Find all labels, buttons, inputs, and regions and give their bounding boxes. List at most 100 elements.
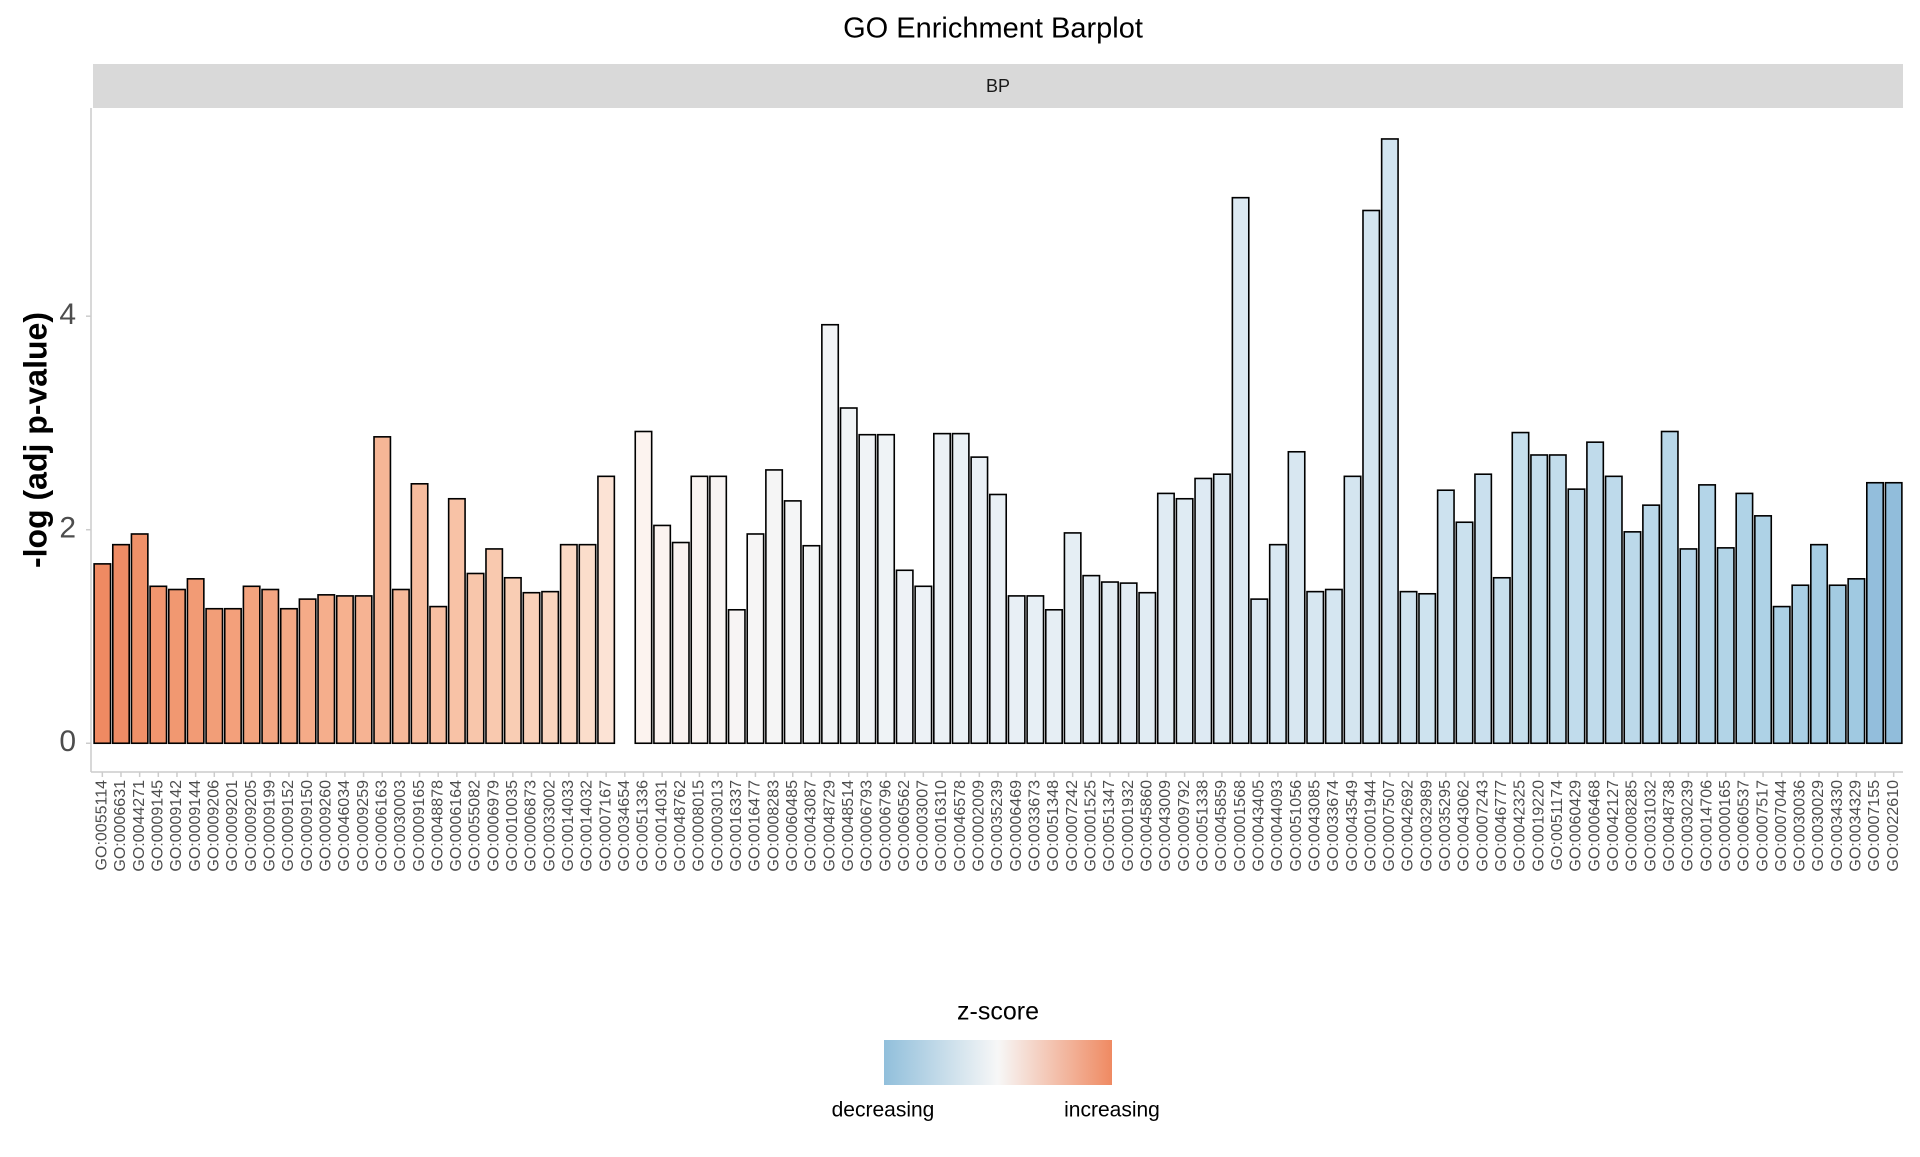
- x-tick-label: GO:0033673: [1027, 780, 1044, 872]
- x-tick-label: GO:0051347: [1101, 780, 1118, 872]
- y-tick-label: 2: [59, 512, 76, 545]
- bar: [1530, 454, 1549, 745]
- bar: [951, 432, 970, 745]
- bar: [783, 500, 802, 745]
- x-tick-label: GO:0030239: [1680, 780, 1697, 872]
- bar: [1175, 497, 1194, 745]
- x-tick-label: GO:0009152: [280, 780, 297, 872]
- bar: [709, 475, 728, 745]
- bar: [1716, 547, 1735, 745]
- x-tick-label: GO:0002009: [971, 780, 988, 872]
- x-tick-label: GO:0008015: [691, 780, 708, 872]
- bar: [261, 588, 280, 745]
- x-tick-label: GO:0014032: [579, 780, 596, 872]
- x-tick-label: GO:0033674: [1325, 780, 1342, 872]
- x-tick-label: GO:0008285: [1624, 780, 1641, 872]
- x-tick-label: GO:0042127: [1605, 780, 1622, 872]
- x-tick-label: GO:0046578: [952, 780, 969, 872]
- bar: [429, 605, 448, 745]
- bar: [1044, 608, 1063, 745]
- x-tick-label: GO:0001568: [1232, 780, 1249, 872]
- x-tick-label: GO:0009142: [168, 780, 185, 872]
- x-tick-label: GO:0051174: [1549, 780, 1566, 871]
- x-tick-label: GO:0051338: [1194, 780, 1211, 872]
- bar: [279, 607, 298, 745]
- x-tick-label: GO:0044271: [131, 780, 148, 872]
- legend-gradient: [884, 1040, 1112, 1085]
- x-tick-label: GO:0060429: [1568, 780, 1585, 872]
- x-tick-label: GO:0009165: [411, 780, 428, 872]
- x-tick-label: GO:0022610: [1885, 780, 1902, 872]
- x-tick-label: GO:0009260: [317, 780, 334, 872]
- x-tick-label: GO:0055082: [467, 780, 484, 872]
- x-tick-label: GO:0019220: [1530, 780, 1547, 872]
- x-tick-label: GO:0033002: [541, 780, 558, 872]
- facet-label: BP: [986, 76, 1010, 96]
- bar: [447, 497, 466, 745]
- bar: [1287, 450, 1306, 745]
- bar: [1548, 454, 1567, 745]
- bar: [690, 475, 709, 745]
- bar: [1418, 592, 1437, 745]
- bar: [1754, 515, 1773, 745]
- bar: [1082, 574, 1101, 745]
- bar: [354, 595, 373, 745]
- x-tick-label: GO:0045860: [1138, 780, 1155, 872]
- bar: [1642, 504, 1661, 745]
- x-tick-label: GO:0043009: [1157, 780, 1174, 872]
- x-tick-label: GO:0042692: [1400, 780, 1417, 872]
- x-tick-label: GO:0060537: [1736, 780, 1753, 872]
- bar: [149, 585, 168, 745]
- bar: [205, 607, 224, 745]
- x-tick-label: GO:0009201: [224, 780, 241, 872]
- x-tick-label: GO:0035295: [1437, 780, 1454, 872]
- x-tick-label: GO:0000165: [1717, 780, 1734, 872]
- x-tick-label: GO:0030003: [392, 780, 409, 872]
- bar: [317, 594, 336, 745]
- bar: [1306, 590, 1325, 745]
- x-tick-label: GO:0006163: [373, 780, 390, 872]
- bar: [1194, 477, 1213, 745]
- bar: [1828, 584, 1847, 745]
- x-tick-label: GO:0007243: [1474, 780, 1491, 872]
- x-tick-label: GO:0009205: [243, 780, 260, 872]
- legend-low-label: decreasing: [832, 1099, 935, 1122]
- x-tick-label: GO:0030029: [1810, 780, 1827, 872]
- bar: [1231, 196, 1250, 745]
- x-tick-label: GO:0007517: [1754, 780, 1771, 872]
- x-tick-label: GO:0048514: [840, 780, 857, 872]
- bar: [653, 524, 672, 745]
- x-tick-label: GO:0001932: [1120, 780, 1137, 872]
- bar: [1380, 138, 1399, 745]
- bar: [933, 432, 952, 745]
- x-tick-label: GO:0016477: [747, 780, 764, 872]
- bar: [242, 585, 261, 745]
- facet-strip: [93, 64, 1903, 108]
- legend-high-label: increasing: [1064, 1099, 1160, 1122]
- bar: [895, 569, 914, 745]
- bar: [1212, 473, 1231, 745]
- bar: [335, 595, 354, 745]
- bar: [597, 475, 616, 745]
- bar: [111, 543, 130, 745]
- x-tick-label: GO:0046034: [336, 780, 353, 872]
- x-tick-label: GO:0006468: [1586, 780, 1603, 872]
- bar: [298, 598, 317, 745]
- bar: [1884, 481, 1903, 745]
- x-tick-label: GO:0048762: [672, 780, 689, 872]
- bar: [858, 433, 877, 745]
- x-tick-label: GO:0007507: [1381, 780, 1398, 872]
- bar: [634, 430, 653, 745]
- bar: [1586, 441, 1605, 745]
- bar: [466, 572, 485, 745]
- bar: [130, 533, 149, 745]
- bar: [1772, 605, 1791, 745]
- bar: [1623, 531, 1642, 745]
- bar: [839, 407, 858, 745]
- x-tick-label: GO:0048878: [429, 780, 446, 872]
- bar: [1567, 488, 1586, 745]
- x-tick-label: GO:0009199: [261, 780, 278, 872]
- bar: [167, 588, 186, 745]
- bar: [821, 323, 840, 745]
